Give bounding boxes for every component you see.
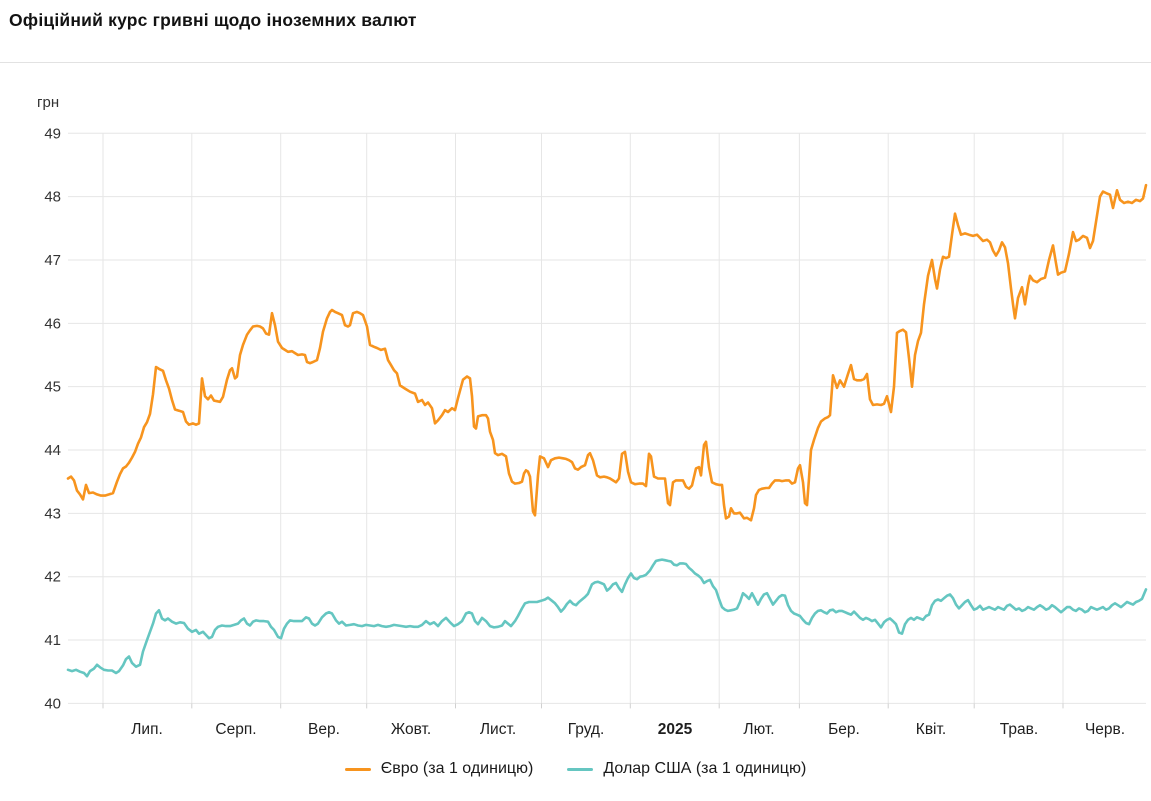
x-axis-label: Лист. [480, 721, 516, 738]
x-axis-label: Жовт. [391, 721, 431, 738]
legend-swatch-icon [344, 767, 371, 771]
legend-swatch-icon [567, 767, 594, 771]
y-axis-unit-label: грн [37, 94, 59, 111]
y-tick-label: 46 [44, 315, 61, 332]
legend-label: Євро (за 1 одиницю) [380, 760, 534, 777]
y-tick-label: 48 [44, 189, 61, 206]
x-axis-label: Серп. [215, 721, 256, 738]
y-tick-label: 43 [44, 505, 61, 522]
x-axis-label: Бер. [828, 721, 860, 738]
legend-label: Долар США (за 1 одиницю) [603, 760, 807, 777]
x-axis-label: Лип. [131, 721, 163, 738]
chart-legend: Євро (за 1 одиницю) Долар США (за 1 одини… [0, 760, 1151, 778]
x-axis-label: Лют. [743, 721, 774, 738]
y-tick-label: 41 [44, 632, 61, 649]
series-line-usd[interactable] [66, 558, 1148, 678]
y-tick-label: 42 [44, 569, 61, 586]
y-tick-label: 40 [44, 695, 61, 712]
x-axis-label: Груд. [568, 721, 605, 738]
series-line-euro[interactable] [66, 183, 1148, 522]
x-axis-label: Черв. [1085, 721, 1125, 738]
y-tick-label: 47 [44, 252, 61, 269]
y-tick-label: 45 [44, 379, 61, 396]
title-divider [0, 62, 1151, 63]
x-axis-label: Квіт. [916, 721, 946, 738]
x-axis-label: 2025 [658, 721, 693, 738]
legend-item-euro[interactable]: Євро (за 1 одиницю) [344, 760, 534, 778]
x-axis-label: Трав. [1000, 721, 1038, 738]
y-tick-label: 44 [44, 442, 61, 459]
x-axis-label: Вер. [308, 721, 340, 738]
page-title: Офіційний курс гривні щодо іноземних вал… [9, 10, 417, 30]
legend-item-usd[interactable]: Долар США (за 1 одиницю) [567, 760, 806, 778]
y-tick-label: 49 [44, 125, 61, 142]
